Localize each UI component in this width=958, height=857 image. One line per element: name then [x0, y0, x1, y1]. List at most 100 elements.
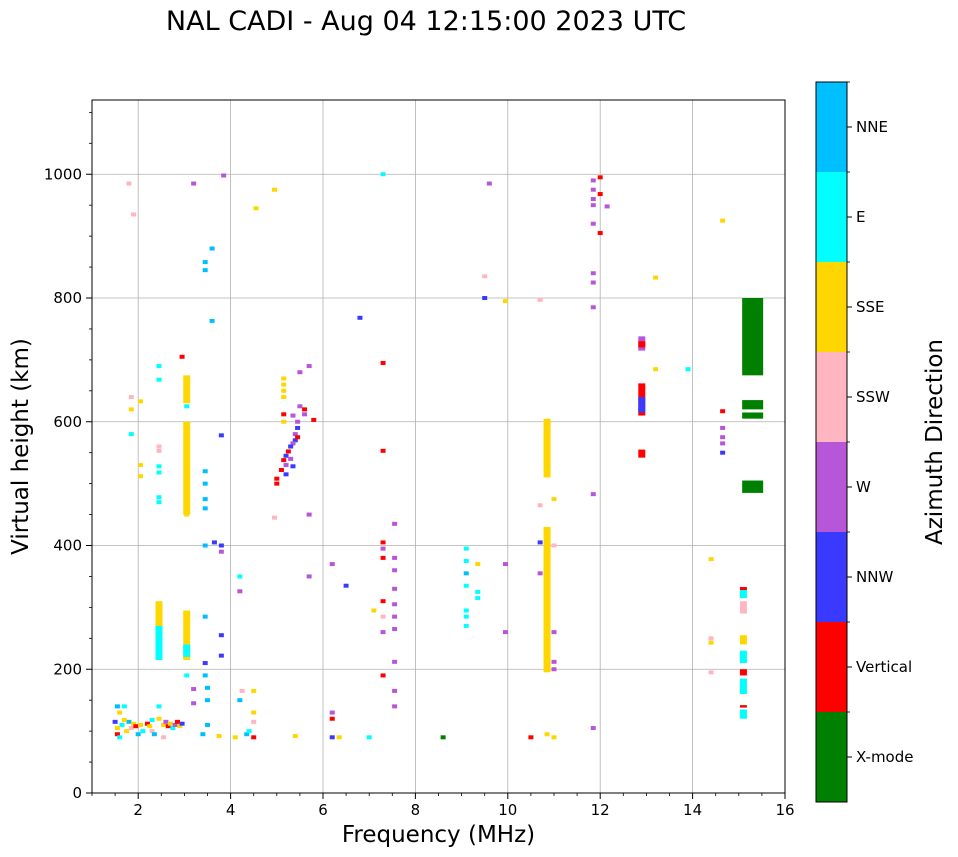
- echo-point-ssw: [271, 515, 277, 520]
- echo-point-vertical: [329, 716, 335, 721]
- echo-point-e: [149, 717, 155, 722]
- echo-point-nnw: [211, 540, 217, 545]
- echo-point-e: [170, 726, 176, 731]
- echo-point-nne: [205, 698, 210, 703]
- echo-point-sse: [114, 726, 120, 731]
- echo-point-w: [590, 197, 596, 201]
- echo-point-ssw: [128, 726, 134, 731]
- echo-point-e: [156, 470, 162, 475]
- echo-point-nnw: [112, 719, 118, 724]
- echo-point-w: [191, 701, 197, 706]
- echo-point-ssw: [156, 444, 162, 449]
- echo-segment-vertical: [739, 705, 747, 708]
- echo-point-w: [306, 364, 312, 369]
- echo-point-ssw: [161, 735, 167, 740]
- colorbar-swatch-vertical: [816, 622, 847, 712]
- echo-point-sse: [551, 497, 557, 502]
- echo-point-ssw: [482, 274, 488, 279]
- echo-point-sse: [708, 640, 714, 645]
- echo-point-nne: [202, 481, 208, 486]
- echo-point-e: [475, 589, 481, 594]
- echo-point-ssw: [251, 719, 257, 724]
- echo-point-nne: [135, 732, 141, 737]
- echo-point-sse: [131, 721, 137, 726]
- echo-point-ssw: [537, 297, 543, 302]
- echo-point-sse: [281, 376, 287, 381]
- echo-point-sse: [128, 407, 134, 412]
- echo-segment-x-mode: [742, 400, 764, 410]
- echo-point-vertical: [380, 599, 386, 604]
- echo-segment-sse: [183, 610, 191, 660]
- echo-point-sse: [138, 474, 144, 479]
- echo-point-vertical: [133, 724, 139, 729]
- echo-point-e: [463, 614, 469, 619]
- colorbar-tick-label: X-mode: [856, 748, 913, 766]
- echo-point-w: [237, 589, 243, 594]
- echo-point-vertical: [281, 458, 287, 463]
- y-tick-label: 1000: [44, 165, 82, 183]
- echo-point-w: [172, 722, 178, 727]
- echo-point-e: [463, 608, 469, 613]
- echo-point-nne: [244, 732, 250, 737]
- echo-point-vertical: [285, 449, 291, 454]
- echo-point-e: [121, 704, 127, 709]
- echo-point-w: [163, 719, 169, 724]
- echo-point-vertical: [380, 555, 386, 560]
- echo-segment-sse: [543, 418, 551, 478]
- echo-point-nne: [205, 722, 210, 727]
- echo-point-vertical: [179, 354, 185, 359]
- colorbar-swatch-nnw: [816, 532, 847, 622]
- echo-point-w: [551, 659, 557, 664]
- echo-point-vertical: [380, 360, 386, 365]
- echo-point-ssw: [149, 729, 155, 734]
- echo-point-sse: [720, 218, 726, 223]
- echo-segment-vertical: [638, 449, 646, 458]
- colorbar-label: Azimuth Direction: [922, 339, 948, 545]
- echo-point-e: [119, 722, 125, 727]
- echo-segment-vertical: [739, 586, 747, 591]
- echo-point-nnw: [218, 653, 224, 658]
- echo-point-nnw: [295, 425, 301, 430]
- echo-point-sse: [281, 395, 287, 399]
- echo-point-w: [297, 404, 303, 409]
- x-tick-label: 12: [591, 801, 610, 819]
- echo-point-w: [720, 441, 726, 446]
- echo-segment-sse: [183, 421, 191, 515]
- echo-segment-sse: [183, 375, 191, 404]
- echo-point-vertical: [165, 724, 171, 729]
- colorbar-tick-label: NNW: [856, 568, 893, 586]
- x-tick-label: 14: [683, 801, 702, 819]
- echo-point-w: [295, 419, 301, 424]
- colorbar-swatch-ssw: [816, 352, 847, 442]
- echo-point-vertical: [274, 476, 280, 481]
- echo-point-nne: [202, 260, 208, 265]
- echo-point-ssw: [128, 395, 134, 399]
- echo-point-w: [329, 562, 335, 567]
- echo-segment-e: [183, 644, 191, 657]
- echo-point-nne: [202, 614, 208, 619]
- echo-point-vertical: [597, 175, 603, 180]
- echo-point-ssw: [156, 448, 162, 453]
- echo-segment-e: [155, 625, 163, 660]
- echo-point-sse: [253, 206, 259, 211]
- echo-point-nne: [126, 719, 132, 724]
- echo-segment-e: [739, 709, 747, 719]
- colorbar-tick-label: E: [856, 208, 865, 226]
- echo-point-nnw: [288, 444, 294, 449]
- echo-point-e: [117, 735, 123, 740]
- echo-point-nnw: [218, 633, 224, 638]
- colorbar-swatch-sse: [816, 262, 847, 352]
- echo-point-sse: [138, 722, 144, 727]
- echo-point-sse: [232, 735, 238, 740]
- echo-point-e: [156, 500, 162, 505]
- echo-point-vertical: [597, 192, 603, 197]
- echo-point-sse: [251, 688, 257, 693]
- echo-point-ssw: [537, 503, 543, 508]
- echo-point-w: [191, 181, 197, 186]
- echo-point-sse: [138, 399, 144, 404]
- echo-point-ssw: [708, 670, 714, 675]
- echo-point-vertical: [281, 412, 287, 417]
- echo-point-sse: [124, 729, 130, 734]
- colorbar-tick-label: W: [856, 478, 871, 496]
